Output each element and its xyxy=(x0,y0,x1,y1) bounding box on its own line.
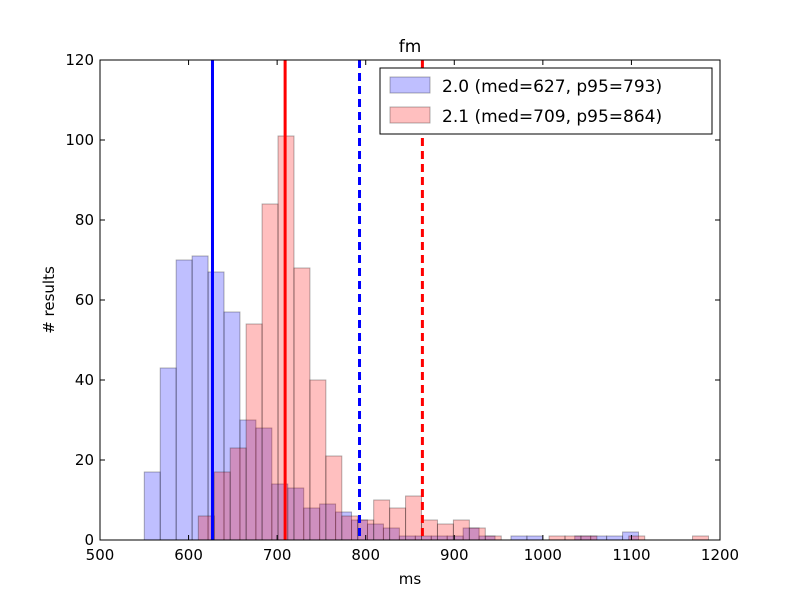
y-tick-label: 60 xyxy=(75,291,94,309)
legend-swatch xyxy=(389,106,431,124)
histogram-bar xyxy=(468,527,486,541)
histogram-bar xyxy=(293,267,311,541)
x-tick-label: 900 xyxy=(440,546,469,564)
histogram-bar xyxy=(436,523,454,541)
histogram-bar xyxy=(452,519,470,541)
histogram-bar xyxy=(606,535,624,541)
histogram-bar xyxy=(484,535,502,541)
histogram-bar xyxy=(229,447,247,541)
y-tick-label: 100 xyxy=(65,131,94,149)
y-tick-label: 20 xyxy=(75,451,94,469)
legend-entry-2-0: 2.0 (med=627, p95=793) xyxy=(442,77,662,97)
histogram-bar xyxy=(261,203,279,541)
legend-swatch xyxy=(389,76,431,94)
y-tick-label: 0 xyxy=(84,531,94,549)
histogram-bar xyxy=(159,367,177,541)
x-tick-label: 700 xyxy=(263,546,292,564)
x-tick-label: 1200 xyxy=(701,546,739,564)
histogram-bar xyxy=(580,535,598,541)
histogram-bars xyxy=(143,135,709,541)
histogram-bar xyxy=(548,535,566,541)
y-axis-label: # results xyxy=(40,266,58,334)
reference-lines xyxy=(210,60,424,540)
y-tick-label: 40 xyxy=(75,371,94,389)
histogram-bar xyxy=(341,515,359,541)
histogram-bar xyxy=(389,507,407,541)
y-tick-label: 120 xyxy=(65,51,94,69)
legend-box xyxy=(379,67,713,135)
histogram-bar xyxy=(325,455,343,541)
tick-labels: 500 600 700 800 900 1000 1100 1200 0 20 40 60 80 100 1… xyxy=(65,51,739,564)
chart-title: fm xyxy=(399,37,422,57)
x-tick-label: 800 xyxy=(351,546,380,564)
y-tick-label: 80 xyxy=(75,211,94,229)
histogram-bar xyxy=(143,471,161,541)
histogram-bar xyxy=(245,323,263,541)
x-tick-label: 600 xyxy=(174,546,203,564)
histogram-bar xyxy=(405,495,423,541)
histogram-bar xyxy=(564,535,582,541)
axis-ticks xyxy=(99,59,721,541)
histogram-bar xyxy=(309,379,327,541)
histogram-bar xyxy=(692,535,709,541)
histogram-bar xyxy=(421,519,438,541)
histogram-bar xyxy=(373,499,391,541)
x-axis-label: ms xyxy=(399,570,422,588)
legend: 2.0 (med=627, p95=793) 2.1 (med=709, p95… xyxy=(379,67,713,135)
legend-entry-2-1: 2.1 (med=709, p95=864) xyxy=(442,107,662,127)
histogram-bar xyxy=(191,255,209,541)
x-tick-label: 500 xyxy=(86,546,115,564)
histogram-bar xyxy=(526,535,544,541)
histogram-bar xyxy=(175,259,193,541)
x-tick-label: 1000 xyxy=(524,546,562,564)
histogram-bar xyxy=(213,471,231,541)
x-tick-label: 1100 xyxy=(612,546,650,564)
histogram-bar xyxy=(510,535,528,541)
